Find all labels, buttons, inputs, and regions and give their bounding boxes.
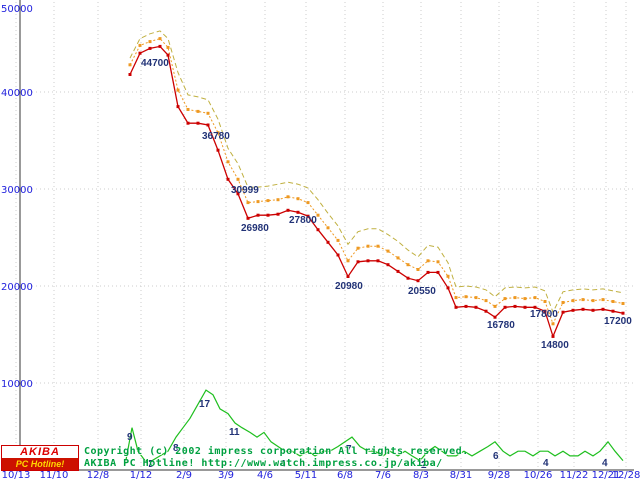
svg-text:4: 4	[280, 459, 286, 470]
price-point-labels: 44700 36780 30999 26980 27800 20980 20550 16780…	[141, 58, 632, 351]
logo-hotline-text: PC Hotline!	[2, 458, 78, 470]
shop-count-labels: 9 2 8 17 11 4 7 2 6 4 4	[127, 399, 608, 471]
svg-text:10/26: 10/26	[524, 470, 553, 480]
svg-text:26980: 26980	[241, 223, 269, 234]
svg-text:8: 8	[173, 443, 179, 454]
axes	[19, 0, 634, 471]
svg-text:17200: 17200	[604, 316, 632, 327]
series-shop-count	[124, 389, 624, 466]
svg-text:16780: 16780	[487, 320, 515, 331]
svg-text:11/10: 11/10	[40, 470, 69, 480]
svg-text:2: 2	[148, 459, 154, 470]
svg-text:44700: 44700	[141, 58, 169, 69]
svg-text:30999: 30999	[231, 185, 259, 196]
svg-text:10000: 10000	[1, 379, 33, 390]
svg-text:10/13: 10/13	[2, 470, 31, 480]
svg-text:9: 9	[127, 432, 133, 443]
svg-text:11: 11	[229, 427, 240, 438]
svg-text:12/8: 12/8	[87, 470, 109, 480]
svg-text:6: 6	[493, 451, 499, 462]
svg-text:20980: 20980	[335, 281, 363, 292]
svg-text:7/6: 7/6	[375, 470, 391, 480]
svg-text:2/9: 2/9	[176, 470, 192, 480]
svg-text:17: 17	[199, 399, 211, 410]
x-axis-labels: 10/13 11/10 12/8 1/12 2/9 3/9 4/6 5/11 6/8 7/6 8/3…	[2, 470, 640, 480]
svg-text:6/8: 6/8	[337, 470, 353, 480]
svg-text:20000: 20000	[1, 282, 33, 293]
svg-text:11/22: 11/22	[560, 470, 589, 480]
series-lowest-price	[128, 44, 625, 339]
svg-text:3/9: 3/9	[218, 470, 234, 480]
svg-text:14800: 14800	[541, 340, 569, 351]
svg-text:30000: 30000	[1, 185, 33, 196]
svg-text:1/12: 1/12	[130, 470, 152, 480]
akiba-pc-hotline-logo: AKIBA PC Hotline!	[1, 445, 79, 471]
svg-text:17800: 17800	[530, 309, 558, 320]
y-axis-labels: 50000 40000 30000 20000 10000	[1, 4, 33, 390]
copyright-notice: Copyright (c) 2002 impress corporation A…	[84, 446, 469, 470]
svg-text:12/28: 12/28	[612, 470, 640, 480]
svg-text:9/28: 9/28	[488, 470, 510, 480]
svg-text:40000: 40000	[1, 88, 33, 99]
svg-text:8/31: 8/31	[450, 470, 472, 480]
copyright-line-1: Copyright (c) 2002 impress corporation A…	[84, 446, 469, 457]
svg-text:4/6: 4/6	[257, 470, 273, 480]
svg-text:36780: 36780	[202, 131, 230, 142]
svg-text:5/11: 5/11	[295, 470, 317, 480]
series-highest-price	[129, 30, 624, 314]
svg-text:2: 2	[421, 460, 427, 471]
svg-text:12/21: 12/21	[592, 470, 621, 480]
svg-text:50000: 50000	[1, 4, 33, 15]
svg-text:4: 4	[602, 458, 608, 469]
svg-text:7: 7	[346, 444, 352, 455]
svg-text:8/3: 8/3	[413, 470, 429, 480]
svg-text:20550: 20550	[408, 286, 436, 297]
logo-akiba-text: AKIBA	[2, 446, 78, 458]
svg-text:4: 4	[543, 458, 549, 469]
copyright-line-2: AKIBA PC Hotline! http://www.watch.impre…	[84, 458, 443, 469]
svg-text:27800: 27800	[289, 215, 317, 226]
series-average-price	[128, 37, 625, 326]
